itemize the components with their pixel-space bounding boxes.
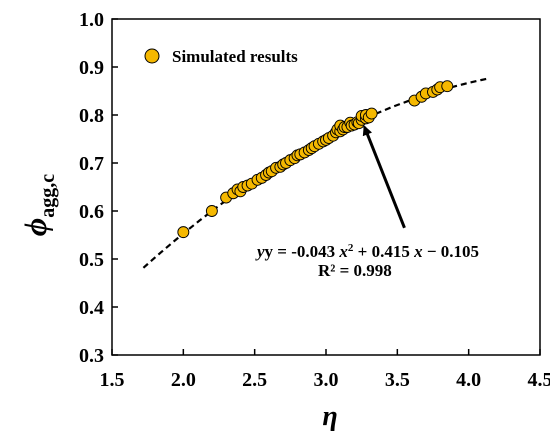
- data-points: [177, 80, 454, 239]
- x-axis-title: η: [322, 401, 337, 432]
- data-point: [441, 80, 454, 93]
- x-tick-label: 2.0: [171, 369, 196, 391]
- eq-sq: 2: [348, 242, 354, 254]
- x-tick-label: 3.5: [385, 369, 410, 391]
- y-tick-label: 0.7: [79, 153, 104, 175]
- legend-marker: [144, 48, 160, 64]
- y-axis-title-main: ϕ: [17, 218, 53, 237]
- y-tick-label: 0.5: [79, 249, 104, 271]
- eq-prefix: y = -0.043: [265, 242, 340, 261]
- y-axis-title-sub: agg,c: [37, 174, 59, 218]
- x-tick-label: 3.0: [314, 369, 339, 391]
- eq-x1: x: [338, 242, 348, 261]
- x-axis: 1.5 2.0 2.5 3.0 3.5 4.0 4.5: [100, 349, 550, 391]
- x-tick-label: 2.5: [242, 369, 267, 391]
- r-squared: R² = 0.998: [318, 261, 392, 280]
- x-tick-label: 1.5: [100, 369, 125, 391]
- data-point: [365, 107, 378, 120]
- annotation-arrow: [362, 125, 406, 229]
- eq-x2: x: [413, 242, 423, 261]
- eq-mid: + 0.415: [353, 242, 414, 261]
- y-axis-title: ϕagg,c: [17, 174, 59, 237]
- svg-text:ϕagg,c: ϕagg,c: [17, 174, 59, 237]
- y-tick-label: 0.8: [79, 105, 104, 127]
- x-tick-label: 4.0: [456, 369, 481, 391]
- y-tick-label: 0.4: [79, 297, 104, 319]
- legend-label: Simulated results: [172, 47, 298, 66]
- data-point: [177, 226, 190, 239]
- fit-equation: yy = -0.043 x2 + 0.415 x − 0.105: [255, 242, 479, 261]
- y-tick-label: 1.0: [79, 9, 104, 31]
- legend: Simulated results: [144, 47, 298, 66]
- y-tick-label: 0.3: [79, 345, 104, 367]
- y-tick-label: 0.9: [79, 57, 104, 79]
- y-tick-label: 0.6: [79, 201, 104, 223]
- eq-end: − 0.105: [423, 242, 479, 261]
- y-axis: 0.3 0.4 0.5 0.6 0.7 0.8 0.9 1.0: [79, 9, 118, 367]
- x-tick-label: 4.5: [528, 369, 550, 391]
- data-point: [205, 205, 218, 217]
